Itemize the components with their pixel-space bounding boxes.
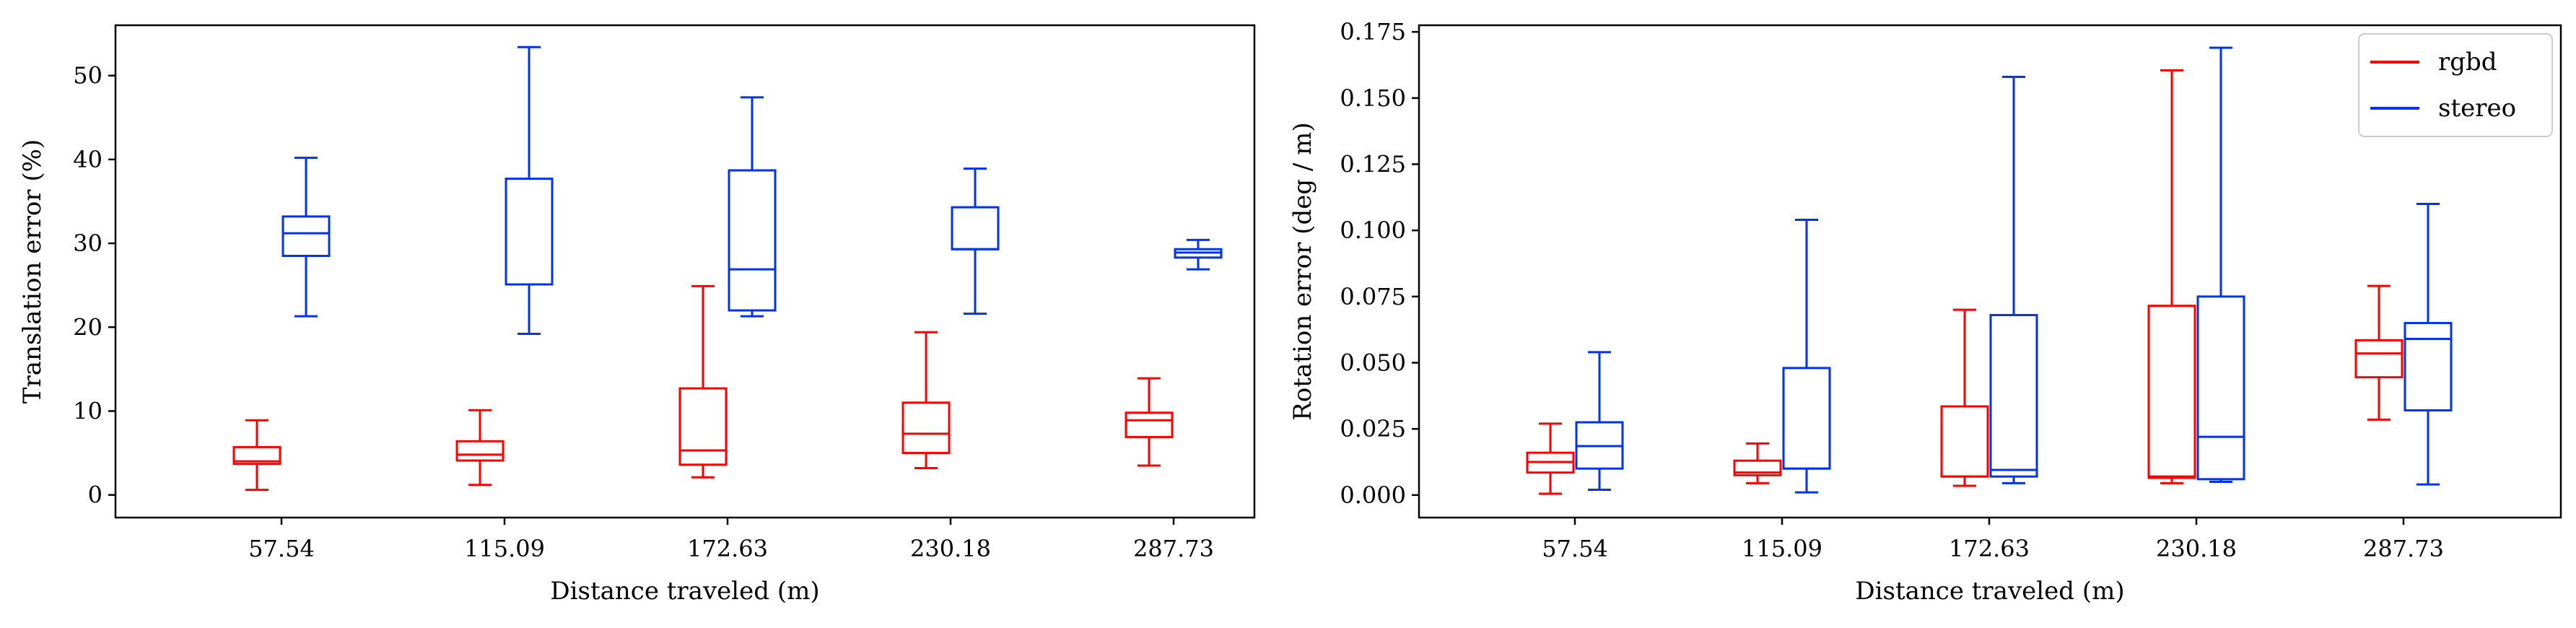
rgbd-box-4 [1125,377,1174,467]
stereo-iqr-box [281,215,331,258]
rgbd-iqr-box [678,387,728,466]
stereo-box-0 [1575,351,1624,491]
y-tick-label: 0.025 [1340,415,1406,442]
translation-x-axis-label: Distance traveled (m) [550,577,819,606]
rgbd-iqr-box [1733,459,1782,476]
rgbd-iqr-box [901,401,951,455]
x-tick-label: 172.63 [687,535,768,562]
rgbd-box-3 [2147,69,2196,484]
x-tick-label: 172.63 [1949,535,2030,562]
translation-boxes [232,45,1223,492]
stereo-iqr-box [505,178,554,286]
y-tick-label: 0.000 [1340,481,1406,509]
rotation-y-axis-label: Rotation error (deg / m) [1288,122,1317,420]
rotation-boxes [1526,46,2453,495]
y-tick-label: 30 [73,230,102,257]
y-tick-label: 0.075 [1340,283,1406,310]
y-tick-label: 0.125 [1340,151,1406,178]
stereo-iqr-box [951,206,1000,250]
rgbd-iqr-box [2354,339,2403,379]
x-tick-label: 287.73 [1133,535,1214,562]
legend-label-rgbd: rgbd [2438,48,2497,77]
stereo-box-0 [281,157,331,318]
x-tick-label: 115.09 [464,535,545,562]
rotation-x-axis-label: Distance traveled (m) [1855,577,2124,606]
x-tick-label: 57.54 [1542,535,1608,562]
rgbd-iqr-box [1940,405,1989,478]
y-tick-label: 0.050 [1340,349,1406,377]
x-tick-label: 230.18 [910,535,991,562]
rotation-x-axis: 57.54 115.09 172.63 230.18 287.73 [1542,518,2444,562]
stereo-iqr-box [2196,295,2245,481]
rgbd-box-1 [455,409,505,487]
stereo-box-4 [1174,238,1223,271]
legend-box [2358,33,2553,137]
y-tick-label: 0.150 [1340,84,1406,112]
rgbd-box-0 [232,419,281,492]
translation-plot-frame [114,24,1256,519]
y-tick-label: 40 [73,146,102,173]
stereo-box-1 [505,45,554,336]
translation-y-axis-label: Translation error (%) [18,139,47,404]
rgbd-box-2 [678,284,728,479]
x-tick-label: 287.73 [2363,535,2444,562]
y-tick-label: 50 [73,62,102,90]
stereo-box-3 [2196,46,2245,483]
legend: rgbd stereo [2358,33,2553,137]
stereo-box-1 [1782,219,1831,494]
stereo-iqr-box [728,169,777,312]
stereo-box-4 [2403,203,2453,486]
y-tick-label: 10 [73,397,102,424]
stereo-box-2 [1989,76,2038,484]
rgbd-box-4 [2354,284,2403,421]
translation-x-axis: 57.54 115.09 172.63 230.18 287.73 [248,518,1214,562]
stereo-iqr-box [2403,322,2453,411]
translation-y-axis: 0 10 20 30 40 50 [73,62,115,509]
rgbd-iqr-box [1125,411,1174,438]
rgbd-box-3 [901,331,951,469]
y-tick-label: 0.175 [1340,18,1406,45]
rgbd-box-2 [1940,308,1989,487]
x-tick-label: 115.09 [1742,535,1822,562]
rgbd-iqr-box [232,445,281,466]
stereo-box-2 [728,96,777,318]
y-tick-label: 20 [73,313,102,341]
stereo-iqr-box [1782,367,1831,470]
translation-error-chart: 0 10 20 30 40 50 57.54 115.09 172.63 230.18 287.7… [18,24,1256,606]
y-tick-label: 0.100 [1340,217,1406,244]
rotation-y-axis: 0.000 0.025 0.050 0.075 0.100 0.125 0.150 0.175 [1340,18,1419,509]
rgbd-iqr-box [455,440,505,462]
rgbd-iqr-box [2147,305,2196,479]
legend-label-stereo: stereo [2438,94,2516,123]
rotation-error-chart: 0.000 0.025 0.050 0.075 0.100 0.125 0.150 0.175… [1288,18,2562,606]
y-tick-label: 0 [88,481,102,509]
x-tick-label: 57.54 [248,535,315,562]
rgbd-box-1 [1733,442,1782,484]
x-tick-label: 230.18 [2156,535,2237,562]
stereo-box-3 [951,167,1000,315]
stereo-iqr-box [1989,314,2038,478]
rgbd-box-0 [1526,422,1575,495]
